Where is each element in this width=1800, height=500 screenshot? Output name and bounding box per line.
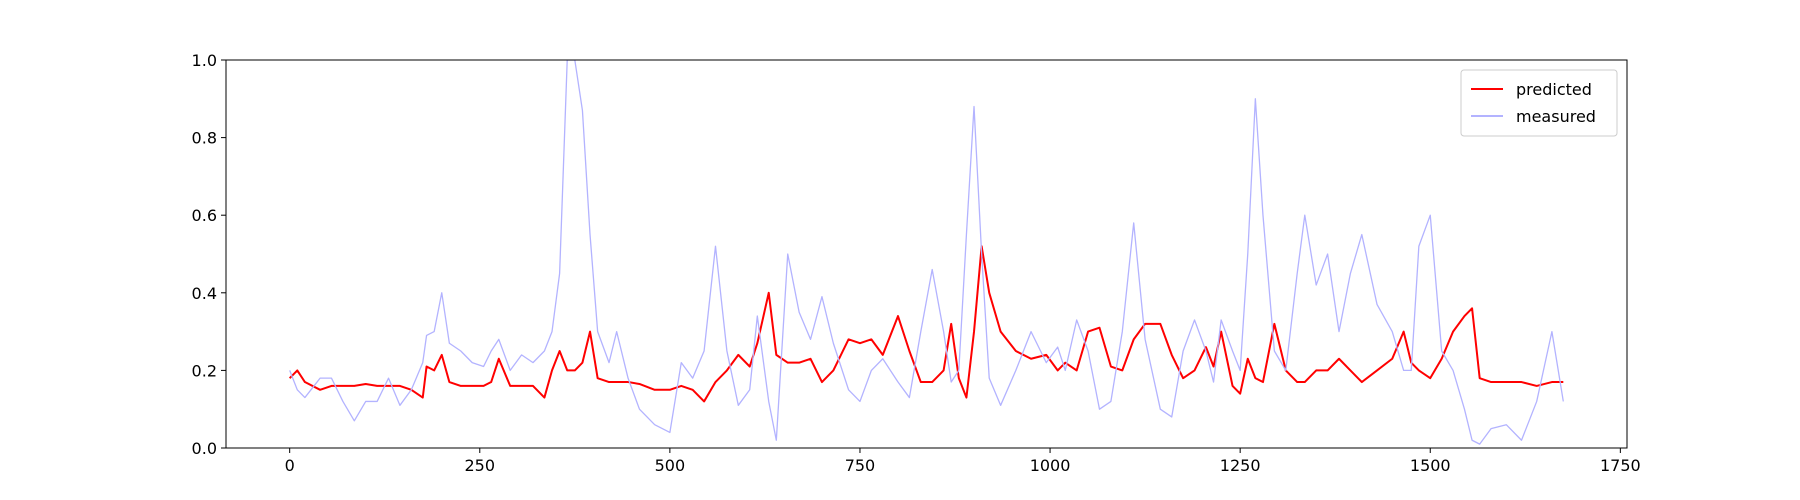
x-tick-label: 1250 [1220,456,1261,475]
y-tick-label: 0.0 [192,439,217,458]
x-tick-label: 1000 [1030,456,1071,475]
x-tick-label: 0 [285,456,295,475]
y-tick-label: 0.4 [192,284,217,303]
plot-area [288,60,1564,445]
y-tick-label: 1.0 [192,51,217,70]
legend-box [1460,69,1618,137]
x-tick-label: 250 [465,456,496,475]
x-tick-label: 1500 [1410,456,1451,475]
series-line [289,60,1564,445]
x-tick-label: 750 [845,456,876,475]
series-line [288,245,1564,403]
x-tick-label: 1750 [1600,456,1641,475]
x-tick-label: 500 [655,456,686,475]
y-tick-label: 0.8 [192,129,217,148]
legend-label: predicted [1516,80,1592,99]
axes-frame [225,59,1628,449]
legend-label: measured [1516,107,1596,126]
y-tick-label: 0.2 [192,361,217,380]
y-tick-label: 0.6 [192,206,217,225]
